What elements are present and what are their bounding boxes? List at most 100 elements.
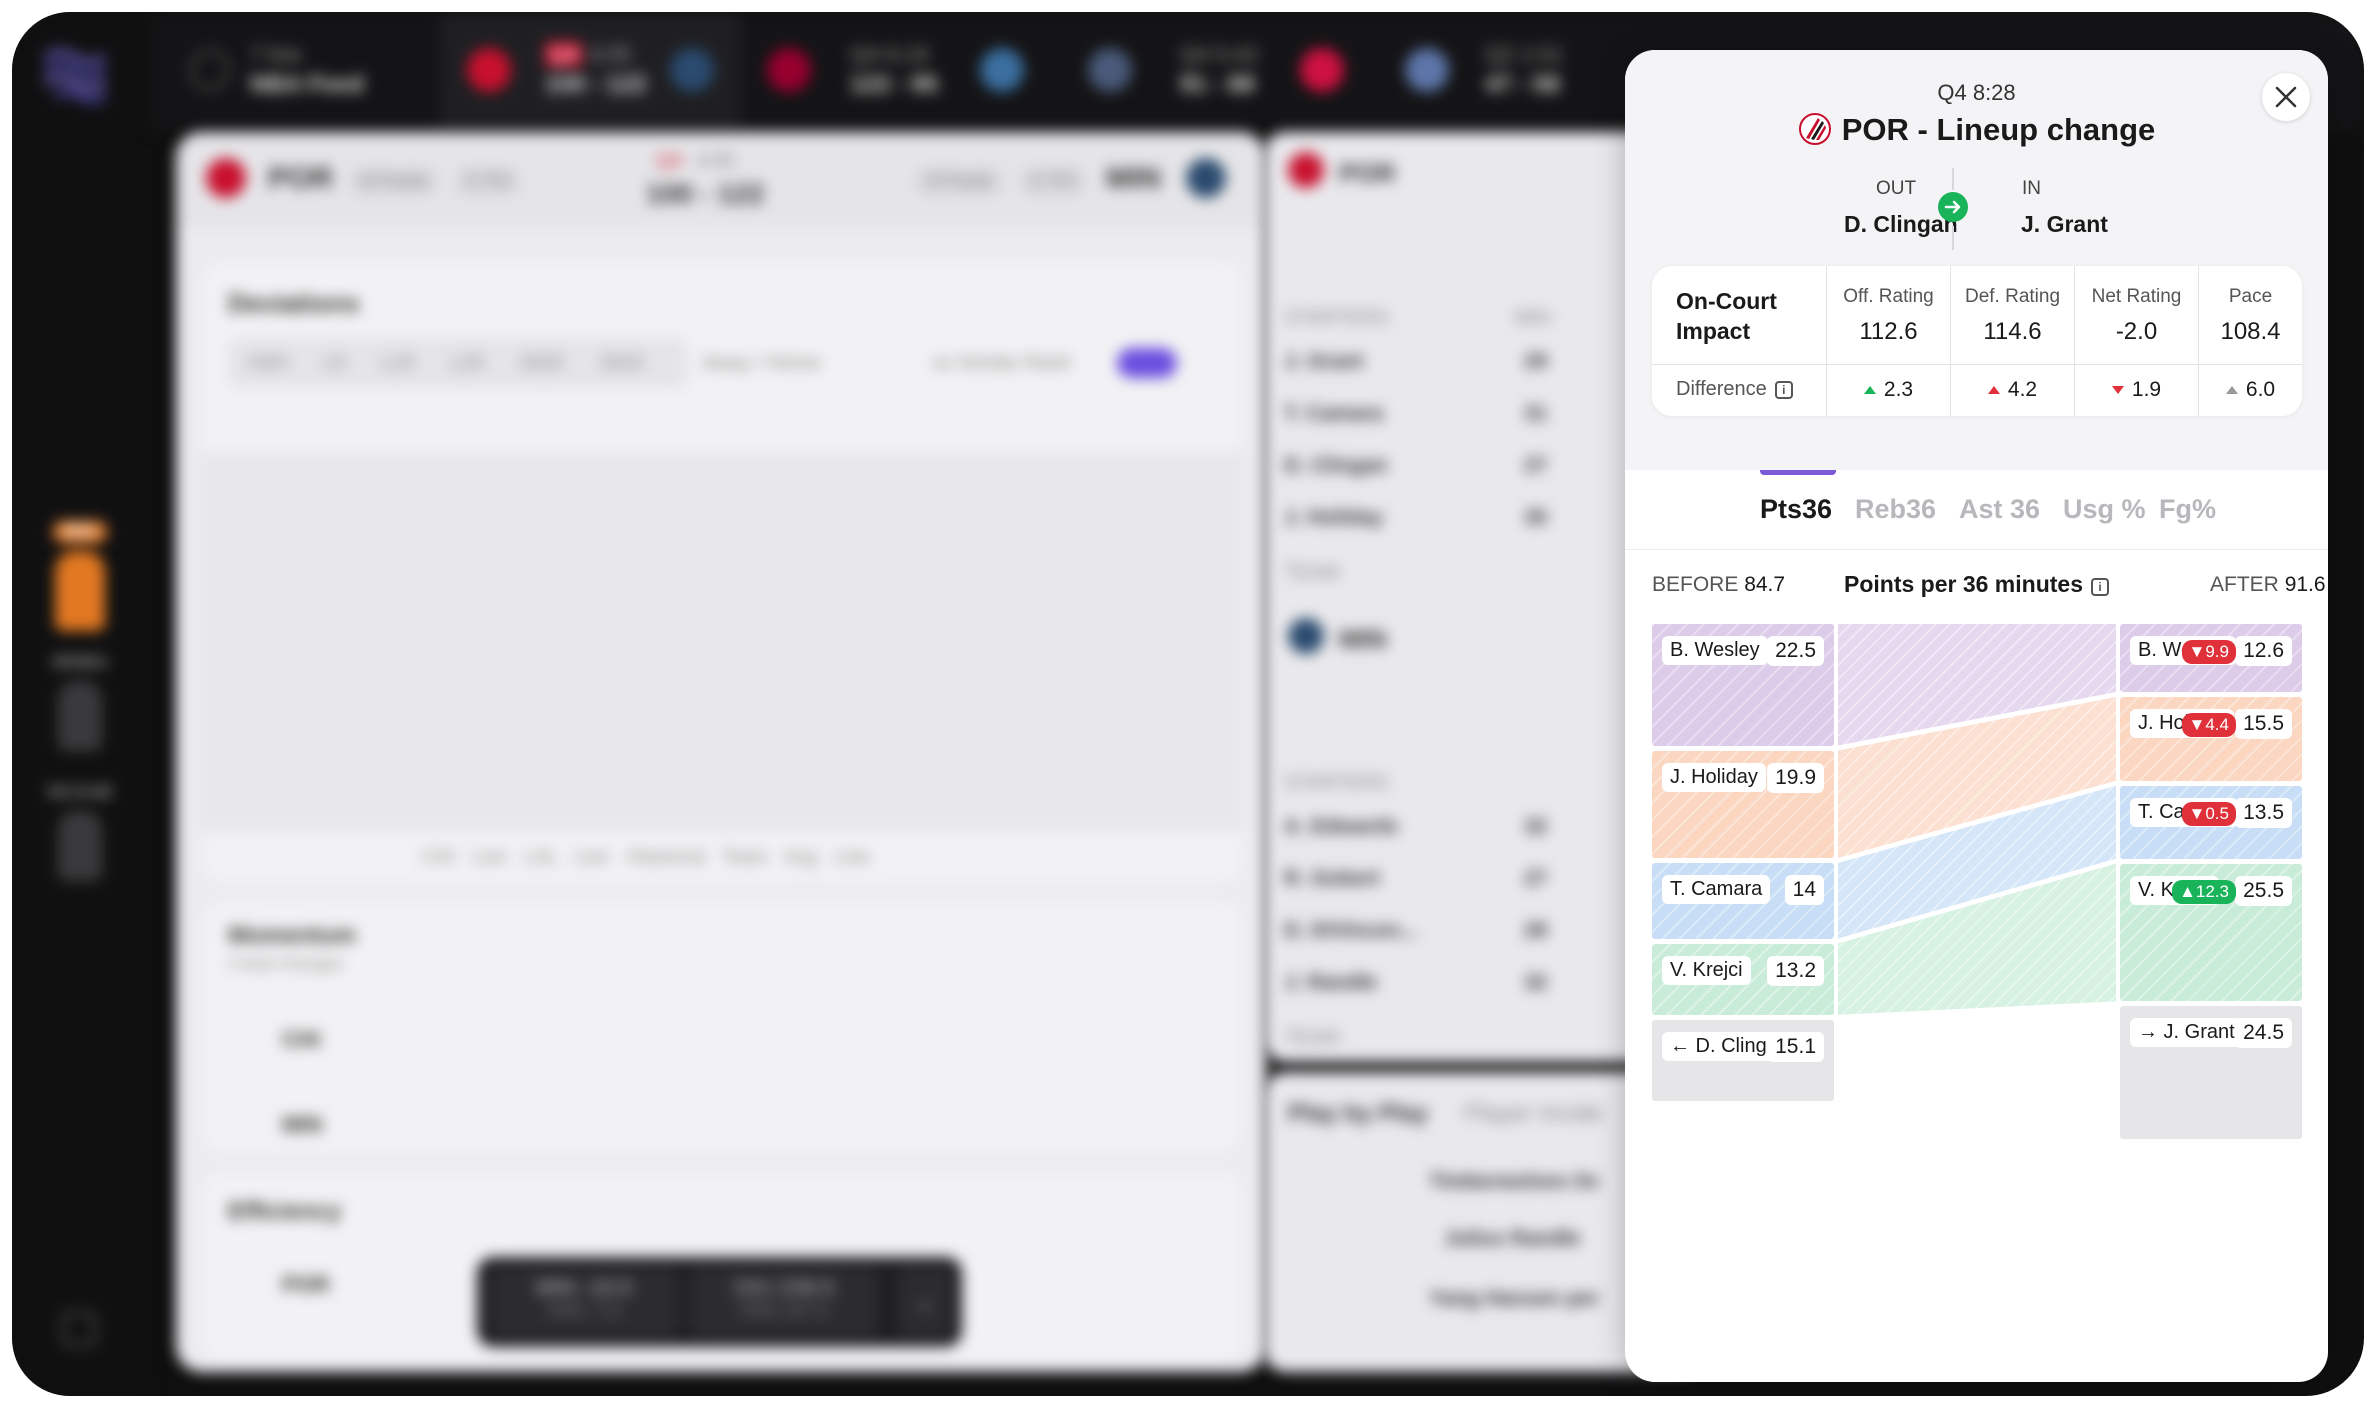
- total-odds[interactable]: O/U 239.5 PRE 237.5: [689, 1267, 879, 1337]
- player-name: V. Krejci: [1662, 955, 1751, 985]
- divider: [1952, 226, 1954, 250]
- change-badge: ▲12.3: [2172, 879, 2236, 904]
- row-divider: [1652, 364, 2302, 365]
- wnba-label: WNBA: [52, 652, 108, 672]
- odds-expand-button[interactable]: ⌄: [897, 1267, 952, 1337]
- player-value: 24.5: [2235, 1018, 2292, 1049]
- info-icon[interactable]: i: [2091, 578, 2109, 596]
- period-filter[interactable]: [228, 338, 688, 388]
- before-block-t-camara[interactable]: T. Camara 14: [1652, 862, 1834, 939]
- up-arrow-icon: [1987, 386, 2000, 394]
- after-block-b-wesley[interactable]: B. Wesley12.6▼9.9: [2120, 624, 2302, 693]
- after-block-t-camara[interactable]: T. Camara13.5▼0.5: [2120, 785, 2302, 859]
- change-badge: ▼0.5: [2181, 801, 2236, 826]
- sidebar-item-ncaab[interactable]: NCAAB: [30, 782, 130, 881]
- app-logo-icon: [43, 49, 107, 103]
- flow-connector-hatch: [1838, 697, 2116, 858]
- close-button[interactable]: [2262, 73, 2310, 121]
- metric-net-rating: Net Rating -2.0 1.9: [2074, 266, 2198, 416]
- player-value: 13.5: [2235, 797, 2292, 828]
- sidebar-item-wnba[interactable]: WNBA: [30, 652, 130, 751]
- momentum-section: Momentum 3 lead changes CHI MIN: [202, 902, 1242, 1152]
- game-item-2[interactable]: Q4 6:19 122 - 95: [850, 42, 939, 98]
- player-value: 13.2: [1767, 955, 1824, 986]
- before-block-j-holiday[interactable]: J. Holiday 19.9: [1652, 750, 1834, 858]
- cle-logo-icon: [1088, 48, 1132, 92]
- app-frame: NBA WNBA NCAAB 7 live NBA Feed Q4 4:05 1…: [12, 12, 2364, 1396]
- up-arrow-icon: [1863, 386, 1876, 394]
- before-total: BEFORE 84.7: [1652, 573, 1786, 596]
- tab-ast36[interactable]: Ast 36: [1959, 494, 2041, 524]
- close-icon: [2275, 86, 2297, 108]
- mem-logo-icon: [1405, 48, 1449, 92]
- out-player: D. Clingan: [1844, 211, 1958, 237]
- stat-tabs: Pts36 Reb36 Ast 36 Usg % Fg%: [1625, 470, 2328, 550]
- lineup-change-panel: Q4 8:28 POR - Lineup change OUT D. Cling…: [1625, 50, 2328, 1382]
- before-block-d-clingan[interactable]: ← D. Clingan 15.1: [1652, 1019, 1834, 1102]
- flow-connector-hatch: [1838, 624, 2116, 746]
- active-tab-indicator: [1760, 470, 1836, 475]
- player-name: T. Camara: [1662, 874, 1771, 904]
- flow-title: Points per 36 minutes i: [1625, 571, 2328, 598]
- after-total: AFTER 91.6: [2210, 573, 2326, 596]
- after-block-j-holiday[interactable]: J. Holiday15.5▼4.4: [2120, 697, 2302, 781]
- por-logo-icon: [1798, 113, 1831, 145]
- after-block-v-krejci[interactable]: V. Krejci25.5▲12.3: [2120, 863, 2302, 1002]
- change-badge: ▼4.4: [2181, 713, 2236, 738]
- tab-player-incidents[interactable]: Player Incide: [1464, 1100, 1603, 1127]
- basketball-player-icon: [55, 551, 105, 631]
- min-logo-icon: [1186, 158, 1226, 198]
- panel-header: Q4 8:28 POR - Lineup change OUT D. Cling…: [1625, 50, 2328, 470]
- feed-icon: [190, 50, 230, 90]
- deviation-charts: [202, 452, 1242, 832]
- period-filter-labels: H2H L5 L10 L20 2025 2024: [248, 352, 644, 374]
- profile-icon[interactable]: [62, 1312, 96, 1346]
- out-label: OUT: [1876, 178, 1917, 199]
- min-logo-icon: [1288, 618, 1324, 654]
- nba-feed-item[interactable]: 7 live NBA Feed: [250, 42, 364, 98]
- difference-label: Difference i: [1676, 378, 1793, 401]
- wnba-player-icon: [58, 681, 102, 751]
- hou-logo-icon: [1300, 48, 1344, 92]
- nba-badge: NBA: [52, 521, 108, 543]
- impact-title: On-Court Impact: [1676, 288, 1777, 344]
- after-block-j-grant[interactable]: → J. Grant 24.5: [2120, 1006, 2302, 1139]
- player-value: 22.5: [1767, 636, 1824, 666]
- info-icon[interactable]: i: [1774, 381, 1793, 399]
- player-name: → J. Grant: [2130, 1018, 2243, 1048]
- tab-fg[interactable]: Fg%: [2159, 494, 2216, 524]
- before-block-v-krejci[interactable]: V. Krejci 13.2: [1652, 943, 1834, 1015]
- player-name: B. Wesley: [1662, 636, 1768, 665]
- swap-arrow-icon: [1938, 192, 1968, 222]
- tab-reb36[interactable]: Reb36: [1855, 494, 1937, 524]
- spread-odds[interactable]: MIN -19.5 PRE -7.5: [489, 1267, 679, 1337]
- ncaab-label: NCAAB: [47, 782, 113, 802]
- game-header: POR 6 Fouls 2 TO Q4 4:05 100 - 122 3 Fou…: [176, 132, 1266, 228]
- before-block-b-wesley[interactable]: B. Wesley 22.5: [1652, 624, 1834, 746]
- deviations-section: Deviations H2H L5 L10 L20 2025 2024 Away…: [202, 262, 1242, 882]
- tab-usg[interactable]: Usg %: [2063, 494, 2146, 524]
- lineup-flow-chart: B. Wesley 22.5 J. Holiday 19.9 T. Camara 14 V.…: [1652, 624, 2302, 1382]
- player-value: 15.5: [2235, 709, 2292, 740]
- por-logo-icon: [467, 48, 511, 92]
- flow-connectors: [1838, 624, 2116, 1015]
- player-name: J. Holiday: [1662, 762, 1766, 792]
- metric-off-rating: Off. Rating 112.6 2.3: [1826, 266, 1950, 416]
- in-player: J. Grant: [2021, 211, 2108, 237]
- sidebar-item-nba[interactable]: NBA: [30, 520, 130, 631]
- sidebar: NBA WNBA NCAAB: [12, 12, 150, 1396]
- player-value: 25.5: [2235, 875, 2292, 906]
- tab-play-by-play[interactable]: Play by Play: [1288, 1100, 1429, 1127]
- player-value: 15.1: [1767, 1031, 1824, 1062]
- change-badge: ▼9.9: [2181, 640, 2236, 664]
- in-label: IN: [2022, 178, 2041, 199]
- game-item-4[interactable]: Q2 1:51 47 - 58: [1485, 42, 1564, 98]
- chart-legend: CHI Live LAL Live Historical Team Avg Li…: [422, 847, 871, 868]
- similar-rank-toggle[interactable]: [1117, 348, 1177, 378]
- tab-pts36[interactable]: Pts36: [1760, 494, 1833, 524]
- game-item-1[interactable]: Q4 4:05 100 - 122: [545, 42, 647, 98]
- game-item-3[interactable]: Q4 5:42 91 - 88: [1180, 42, 1259, 98]
- min-logo-icon: [670, 48, 714, 92]
- player-value: 12.6: [2235, 636, 2292, 666]
- game-detail-card: POR 6 Fouls 2 TO Q4 4:05 100 - 122 3 Fou…: [176, 132, 1266, 1372]
